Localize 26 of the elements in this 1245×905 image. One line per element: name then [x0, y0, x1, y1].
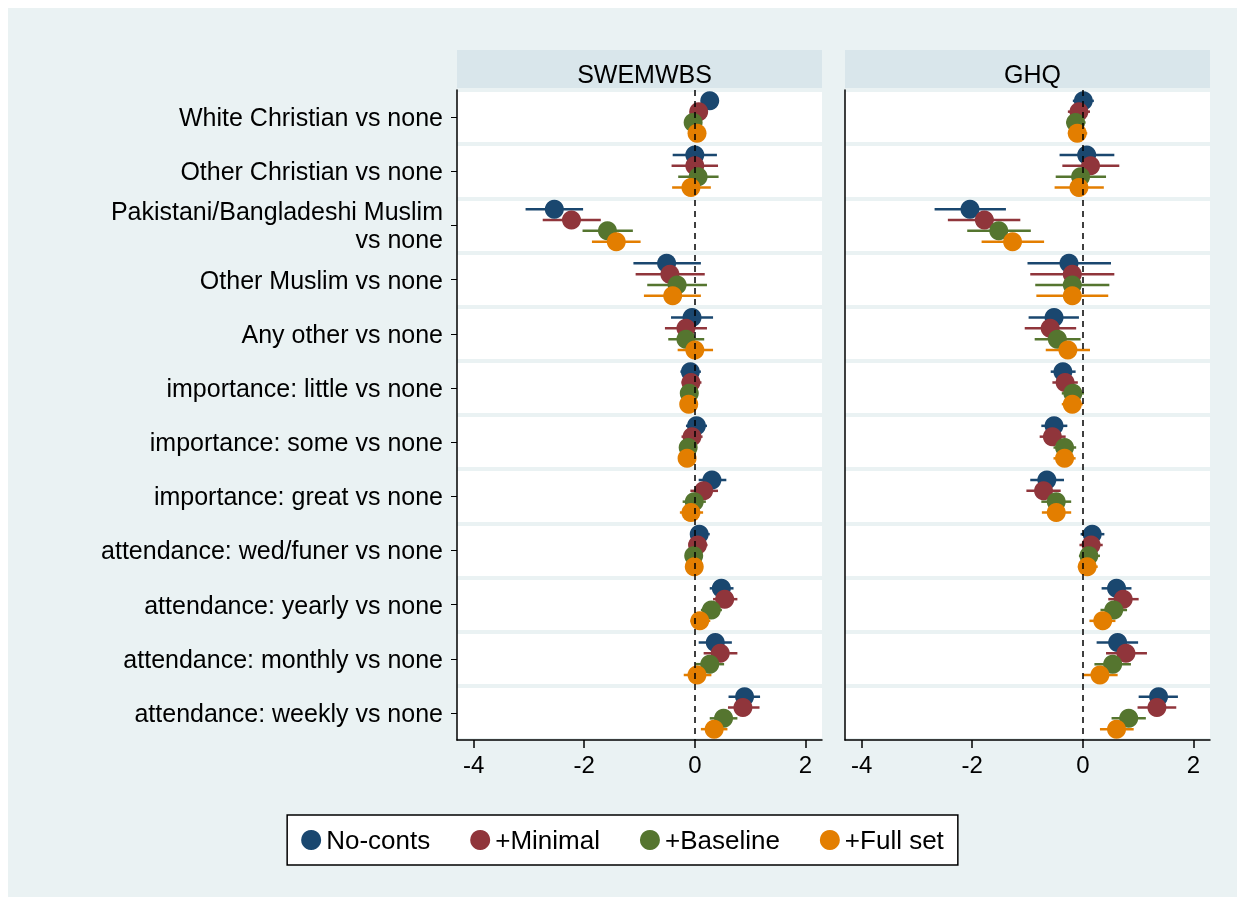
y-tick-label: importance: some vs none — [149, 428, 443, 457]
legend-label: +Baseline — [664, 825, 780, 855]
y-tick-label: attendance: yearly vs none — [144, 590, 443, 619]
y-tick-label: importance: little vs none — [166, 373, 443, 402]
x-tick-label: -2 — [573, 750, 595, 778]
y-tick-label: Other Muslim vs none — [199, 265, 443, 294]
x-tick-label: -4 — [462, 750, 485, 778]
y-tick-label: White Christian vs none — [178, 103, 443, 132]
x-tick-label: 2 — [798, 750, 813, 778]
x-tick-label: 0 — [688, 750, 702, 778]
y-tick-label: importance: great vs none — [153, 482, 443, 511]
legend-label: +Full set — [844, 825, 945, 855]
chart-title: GHQ — [1004, 59, 1061, 88]
y-tick-label: Pakistani/Bangladeshi Muslim vs none — [110, 197, 443, 254]
y-tick-label: attendance: monthly vs none — [123, 644, 443, 673]
x-tick-label: -4 — [850, 750, 873, 778]
y-tick-label: Other Christian vs none — [180, 157, 443, 186]
legend-label: +Minimal — [495, 825, 600, 855]
y-tick-label: attendance: weekly vs none — [134, 698, 443, 727]
x-tick-label: 0 — [1076, 750, 1090, 778]
x-tick-label: -2 — [961, 750, 983, 778]
y-tick-label: attendance: wed/funer vs none — [101, 536, 443, 565]
chart-title: SWEMWBS — [577, 59, 712, 88]
legend-label: No-conts — [326, 825, 431, 855]
x-tick-label: 2 — [1186, 750, 1201, 778]
y-tick-label: Any other vs none — [241, 319, 443, 348]
